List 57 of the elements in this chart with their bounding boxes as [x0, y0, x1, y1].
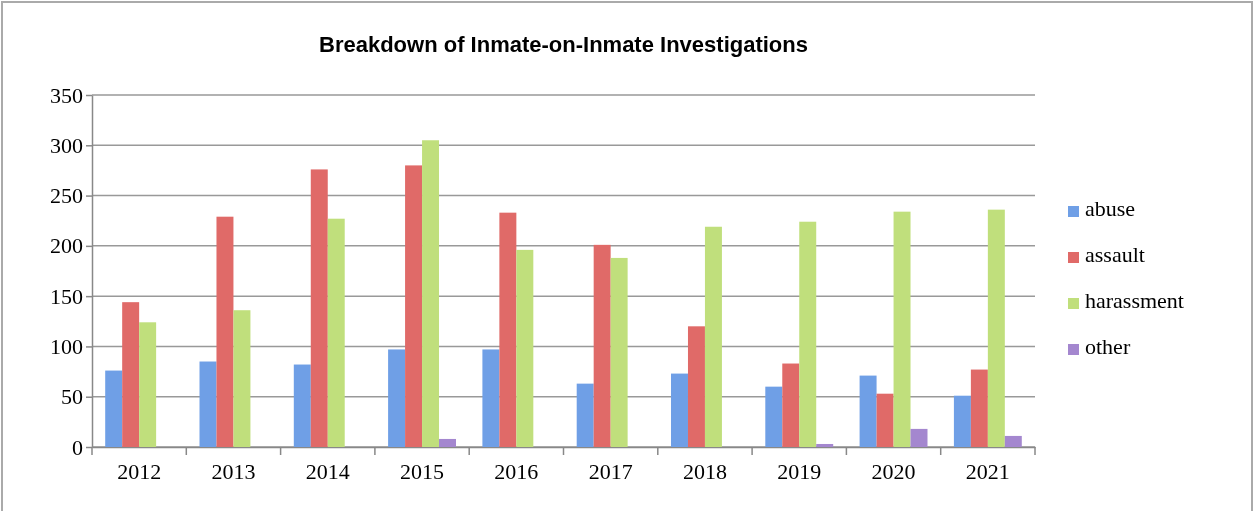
bar [687, 326, 705, 447]
bar [405, 165, 423, 447]
bar [105, 370, 123, 447]
bar [782, 363, 800, 447]
bar [439, 438, 456, 447]
bar [893, 211, 911, 447]
bar [122, 302, 140, 447]
bar [1004, 435, 1022, 447]
bar [199, 361, 217, 447]
bar [499, 212, 517, 447]
y-tick-label: 350 [50, 82, 83, 108]
x-tick-label: 2019 [777, 458, 822, 484]
bar [816, 443, 834, 447]
y-tick-label: 100 [50, 333, 83, 359]
bar [910, 428, 928, 447]
bar [576, 383, 594, 447]
bar [327, 218, 345, 447]
x-tick-label: 2018 [682, 458, 727, 484]
x-tick-label: 2021 [965, 458, 1010, 484]
x-tick-label: 2020 [871, 458, 916, 484]
bar [516, 249, 534, 447]
x-tick-label: 2015 [400, 458, 445, 484]
x-tick-label: 2013 [211, 458, 256, 484]
y-tick-label: 250 [50, 183, 83, 209]
bar [987, 209, 1005, 447]
legend-label: other [1085, 334, 1131, 359]
bar [610, 257, 628, 447]
bar [216, 216, 234, 447]
x-tick-label: 2017 [588, 458, 633, 484]
x-tick-label: 2014 [305, 458, 350, 484]
bar [876, 393, 894, 447]
bar [765, 386, 783, 447]
y-tick-label: 150 [50, 283, 83, 309]
x-tick-label: 2012 [117, 458, 162, 484]
bar [953, 395, 971, 447]
bar [139, 322, 157, 447]
legend-label: abuse [1085, 196, 1136, 221]
bar [671, 373, 688, 447]
legend-label: harassment [1085, 288, 1184, 313]
bar [310, 169, 328, 447]
bar [859, 375, 877, 447]
bar [388, 349, 406, 447]
bar [593, 244, 611, 447]
bar [704, 226, 722, 447]
bar [970, 369, 988, 447]
y-tick-label: 0 [72, 434, 83, 460]
y-tick-label: 50 [61, 384, 83, 410]
y-tick-label: 200 [50, 233, 83, 259]
legend-label: assault [1085, 242, 1145, 267]
bar [482, 349, 500, 447]
y-tick-label: 300 [50, 132, 83, 158]
bar [293, 364, 311, 447]
x-tick-label: 2016 [494, 458, 539, 484]
chart-title: Breakdown of Inmate-on-Inmate Investigations [319, 32, 808, 57]
bar [799, 221, 817, 447]
bar [422, 140, 440, 447]
bar [233, 310, 251, 447]
